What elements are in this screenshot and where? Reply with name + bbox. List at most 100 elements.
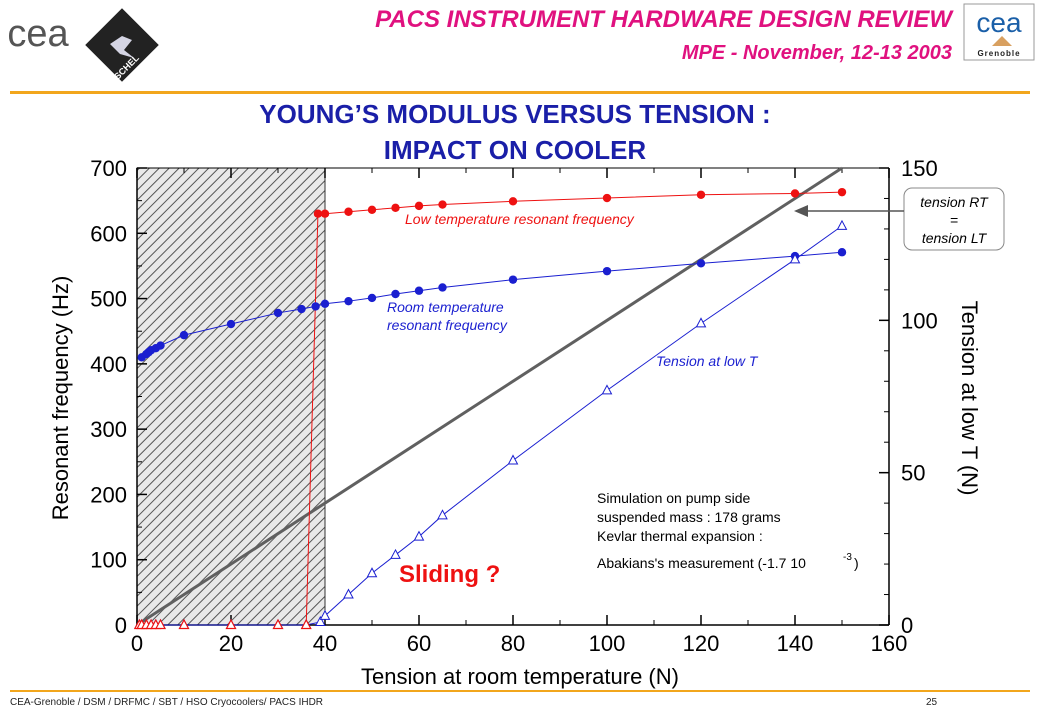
low-temp-point <box>508 197 518 206</box>
y-tick-label: 0 <box>115 613 127 638</box>
x-tick-label: 100 <box>589 631 626 656</box>
tension-series-label: Tension at low T <box>656 353 759 369</box>
equal-tension-line <box>136 166 843 627</box>
room-temp-point <box>438 283 447 292</box>
room-temp-point <box>344 296 353 306</box>
room-temp-point <box>226 319 236 329</box>
low-temp-zero-point <box>178 618 190 630</box>
tension-point <box>413 530 425 541</box>
tension-point <box>695 317 707 328</box>
low-temp-point <box>696 190 706 199</box>
room-temp-series-label-line2: resonant frequency <box>387 317 508 333</box>
low-temp-jump-line <box>305 213 319 626</box>
tension-point <box>314 615 326 626</box>
low-temp-zero-point <box>300 618 312 630</box>
herschel-logo: esa HERSCHEL <box>85 8 159 90</box>
low-temp-point <box>438 200 447 209</box>
low-temp-zero-point <box>155 618 166 630</box>
tension-point <box>789 253 801 264</box>
room-temp-point <box>696 259 706 268</box>
room-temp-point <box>414 286 424 295</box>
slide-title-line2: IMPACT ON COOLER <box>383 135 647 165</box>
low-temp-point <box>602 193 612 203</box>
y-tick-label: 600 <box>90 221 127 246</box>
header-title: PACS INSTRUMENT HARDWARE DESIGN REVIEW <box>375 6 952 33</box>
y-tick-label: 300 <box>90 417 127 442</box>
room-temp-point <box>508 275 518 284</box>
tension-point <box>507 454 519 465</box>
tension-point <box>390 548 401 559</box>
simulation-note-line3: Kevlar thermal expansion : <box>597 528 763 544</box>
y-axis-label: Resonant frequency (Hz) <box>48 276 73 521</box>
x-tick-label: 60 <box>407 631 431 656</box>
tension-box-line2: = <box>950 212 958 228</box>
x-tick-label: 140 <box>777 631 814 656</box>
low-temp-point <box>391 203 400 213</box>
room-temp-point <box>156 341 165 350</box>
tension-point <box>366 567 378 578</box>
room-temp-point <box>367 293 377 303</box>
x-tick-label: 80 <box>501 631 525 656</box>
room-temp-point <box>273 308 283 318</box>
x-axis-label: Tension at room temperature (N) <box>361 664 679 689</box>
room-temp-point <box>297 304 306 314</box>
cea-right-logo-text: cea <box>976 7 1022 38</box>
tension-point <box>437 509 448 520</box>
simulation-note-line2: suspended mass : 178 grams <box>597 509 781 525</box>
low-temp-point <box>790 189 800 198</box>
x-tick-label: 20 <box>219 631 243 656</box>
slide-title-line1: YOUNG’S MODULUS VERSUS TENSION : <box>259 99 771 129</box>
room-temp-point <box>179 330 189 340</box>
page-number: 25 <box>926 697 938 708</box>
low-temp-series-label: Low temperature resonant frequency <box>405 211 635 227</box>
simulation-note-close-paren: ) <box>854 555 859 571</box>
low-temp-point <box>320 209 330 218</box>
low-temp-zero-point <box>225 618 237 630</box>
simulation-note-line1: Simulation on pump side <box>597 490 751 506</box>
tension-point <box>836 219 848 230</box>
room-temp-point <box>320 299 330 308</box>
grenoble-text: Grenoble <box>977 49 1020 58</box>
simulation-note-exponent: -3 <box>843 552 852 563</box>
y2-axis-label: Tension at low T (N) <box>957 301 982 496</box>
footer-credit: CEA-Grenoble / DSM / DRFMC / SBT / HSO C… <box>10 697 324 708</box>
low-temp-point <box>837 187 847 197</box>
y-tick-label: 100 <box>90 548 127 573</box>
x-tick-label: 40 <box>313 631 337 656</box>
x-tick-label: 120 <box>683 631 720 656</box>
low-temp-point <box>313 209 323 218</box>
tension-box-line3: tension LT <box>922 230 988 246</box>
y2-tick-label: 150 <box>901 156 938 181</box>
y-tick-label: 200 <box>90 482 127 507</box>
y-tick-label: 500 <box>90 287 127 312</box>
tension-box-arrowhead <box>794 205 808 217</box>
header-subtitle: MPE - November, 12-13 2003 <box>681 42 952 64</box>
x-tick-label: 0 <box>131 631 143 656</box>
tension-box-line1: tension RT <box>920 194 989 210</box>
y2-tick-label: 50 <box>901 461 925 486</box>
y-tick-label: 400 <box>90 352 127 377</box>
room-temp-series-label-line1: Room temperature <box>387 299 504 315</box>
low-temp-zero-point <box>272 618 284 630</box>
room-temp-point <box>311 302 320 311</box>
simulation-note-line4: Abakians's measurement (-1.7 10 <box>597 555 806 571</box>
room-temp-point <box>837 248 847 257</box>
header-rule <box>10 91 1030 94</box>
tension-point <box>343 588 354 599</box>
cea-grenoble-logo: cea Grenoble <box>963 3 1035 61</box>
room-temp-point <box>391 289 400 299</box>
room-temp-point <box>602 266 612 276</box>
sliding-hatched-region <box>136 167 326 626</box>
tension-point <box>319 609 331 620</box>
slide-title: YOUNG’S MODULUS VERSUS TENSION : IMPACT … <box>120 96 910 168</box>
tension-equality-box <box>903 187 1005 251</box>
resonance-chart: 0 20 40 60 80 100 120 140 160 0 100 200 300 400 500 600… <box>48 156 1005 689</box>
x-tick-label: 160 <box>871 631 908 656</box>
sliding-annotation: Sliding ? <box>399 561 500 588</box>
y2-tick-label: 100 <box>901 308 938 333</box>
low-temp-point <box>344 207 353 216</box>
cea-logo-left: cea <box>7 13 69 55</box>
low-temp-point <box>367 205 377 214</box>
cea-logo-text: cea <box>7 13 69 55</box>
footer-rule <box>10 690 1030 692</box>
